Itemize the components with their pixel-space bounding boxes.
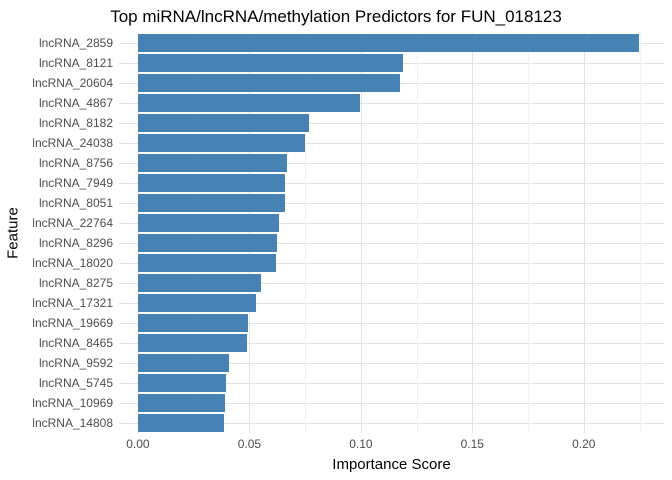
y-tick-label: lncRNA_22764 <box>32 216 113 230</box>
bar <box>137 334 248 352</box>
bar <box>137 274 262 292</box>
bar <box>137 214 279 232</box>
x-tick-label: 0.00 <box>126 437 150 451</box>
y-tick-label: lncRNA_8465 <box>38 336 113 350</box>
x-tick-label: 0.10 <box>349 437 373 451</box>
h-gridline <box>119 222 664 224</box>
bar <box>137 34 640 52</box>
y-tick-label: lncRNA_2859 <box>38 36 113 50</box>
y-tick-label: lncRNA_5745 <box>38 376 113 390</box>
bar <box>137 54 404 72</box>
chart-title: Top miRNA/lncRNA/methylation Predictors … <box>110 7 562 26</box>
bar <box>137 294 256 312</box>
y-tick-label: lncRNA_24038 <box>32 136 113 150</box>
bar <box>137 94 360 112</box>
bar <box>137 374 226 392</box>
y-tick-label: lncRNA_8051 <box>38 196 113 210</box>
y-tick-label: lncRNA_7949 <box>38 176 113 190</box>
bar <box>137 194 285 212</box>
y-tick-label: lncRNA_4867 <box>38 96 113 110</box>
bar <box>137 254 277 272</box>
h-gridline <box>119 262 664 264</box>
bar <box>137 234 278 252</box>
y-tick-label: lncRNA_8121 <box>38 56 113 70</box>
h-gridline <box>119 422 664 424</box>
h-gridline <box>119 182 664 184</box>
v-gridline-major <box>472 33 474 433</box>
bar <box>137 314 248 332</box>
y-tick-label: lncRNA_8296 <box>38 236 113 250</box>
h-gridline <box>119 142 664 144</box>
bar <box>137 134 306 152</box>
y-tick-label: lncRNA_18020 <box>32 256 113 270</box>
v-gridline-minor <box>528 33 529 433</box>
y-tick-label: lncRNA_8182 <box>38 116 113 130</box>
plot-panel <box>119 33 664 433</box>
v-gridline-major <box>583 33 585 433</box>
v-gridline-major <box>249 33 251 433</box>
x-axis-title: Importance Score <box>332 456 451 473</box>
h-gridline <box>119 402 664 404</box>
y-axis-labels: lncRNA_2859 lncRNA_8121 lncRNA_20604 lncRNA… <box>0 33 113 433</box>
y-tick-label: lncRNA_19669 <box>32 316 113 330</box>
h-gridline <box>119 362 664 364</box>
y-tick-label: lncRNA_17321 <box>32 296 113 310</box>
y-tick-label: lncRNA_8275 <box>38 276 113 290</box>
bar <box>137 114 309 132</box>
h-gridline <box>119 322 664 324</box>
v-gridline-minor <box>416 33 418 433</box>
bar <box>137 414 224 432</box>
x-tick-label: 0.05 <box>237 437 262 451</box>
h-gridline <box>119 302 664 304</box>
h-gridline <box>119 342 664 344</box>
h-gridline <box>119 382 664 384</box>
bar <box>137 74 400 92</box>
bar <box>137 154 287 172</box>
v-gridline-major <box>137 33 139 433</box>
h-gridline <box>119 102 664 104</box>
h-gridline <box>119 162 664 164</box>
h-gridline <box>119 202 664 204</box>
y-tick-label: lncRNA_20604 <box>32 76 113 90</box>
y-tick-label: lncRNA_9592 <box>38 356 113 370</box>
x-tick-label: 0.20 <box>572 437 596 451</box>
h-gridline <box>119 122 664 124</box>
v-gridline-major <box>360 33 362 433</box>
bar <box>137 354 230 372</box>
y-tick-label: lncRNA_8756 <box>38 156 113 170</box>
x-axis-labels: 0.00 0.05 0.10 0.15 0.20 <box>119 437 664 452</box>
h-gridline <box>119 282 664 284</box>
v-gridline-minor <box>305 33 307 433</box>
y-tick-label: lncRNA_14808 <box>32 416 113 430</box>
h-gridline <box>119 242 664 244</box>
bar <box>137 174 286 192</box>
y-tick-label: lncRNA_10969 <box>32 396 113 410</box>
v-gridline-minor <box>639 33 641 433</box>
bar <box>137 394 226 412</box>
x-tick-label: 0.15 <box>460 437 484 451</box>
v-gridline-minor <box>193 33 195 433</box>
